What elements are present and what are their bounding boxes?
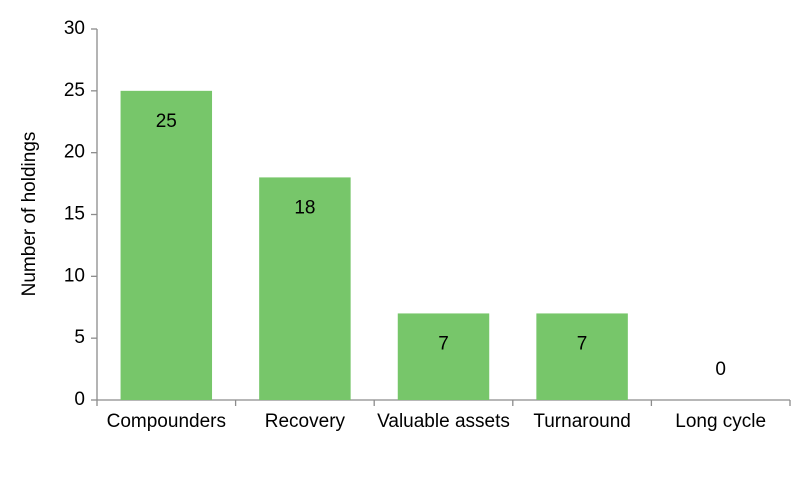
data-label: 7	[438, 333, 449, 354]
data-label: 18	[294, 197, 315, 218]
data-label: 25	[156, 111, 177, 132]
y-tick-label: 25	[64, 80, 85, 101]
y-tick-label: 0	[74, 389, 85, 410]
data-label: 7	[577, 333, 588, 354]
y-tick-label: 20	[64, 142, 85, 163]
x-tick-label: Long cycle	[675, 411, 766, 432]
x-tick-label: Recovery	[265, 411, 346, 432]
data-label: 0	[715, 359, 726, 380]
y-axis-label: Number of holdings	[19, 132, 40, 297]
bar	[259, 177, 351, 400]
y-tick-label: 10	[64, 265, 85, 286]
y-tick-label: 5	[74, 327, 85, 348]
x-tick-label: Valuable assets	[377, 411, 510, 432]
bar	[397, 313, 490, 400]
y-tick-label: 30	[64, 18, 85, 39]
x-tick-label: Turnaround	[533, 411, 631, 432]
bar	[120, 90, 213, 400]
y-tick-label: 15	[64, 204, 85, 225]
bar	[536, 313, 628, 400]
x-tick-label: Compounders	[107, 411, 226, 432]
